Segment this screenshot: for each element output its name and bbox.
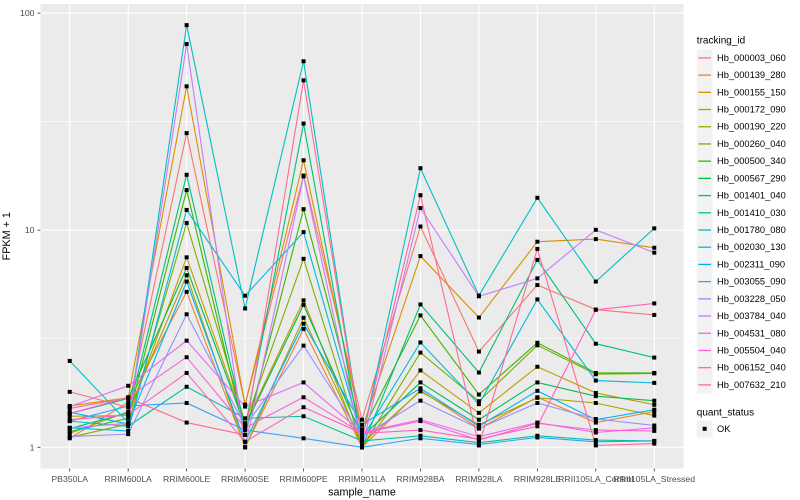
svg-text:tracking_id: tracking_id bbox=[697, 36, 745, 47]
svg-text:10: 10 bbox=[25, 225, 35, 235]
svg-text:PB350LA: PB350LA bbox=[51, 474, 88, 484]
svg-text:RRIM600LA: RRIM600LA bbox=[105, 474, 153, 484]
svg-text:Hb_007632_210: Hb_007632_210 bbox=[717, 380, 786, 390]
svg-text:100: 100 bbox=[20, 8, 35, 18]
svg-text:Hb_003784_040: Hb_003784_040 bbox=[717, 311, 786, 321]
svg-text:Hb_001780_080: Hb_001780_080 bbox=[717, 225, 786, 235]
svg-text:1: 1 bbox=[30, 442, 35, 452]
svg-text:Hb_000139_280: Hb_000139_280 bbox=[717, 70, 786, 80]
svg-text:RRIM600PE: RRIM600PE bbox=[279, 474, 327, 484]
svg-text:RRIM600SE: RRIM600SE bbox=[221, 474, 269, 484]
svg-text:Hb_003228_050: Hb_003228_050 bbox=[717, 294, 786, 304]
svg-text:RRIM928LE: RRIM928LE bbox=[514, 474, 562, 484]
svg-text:Hb_000260_040: Hb_000260_040 bbox=[717, 139, 786, 149]
svg-text:quant_status: quant_status bbox=[697, 408, 754, 419]
svg-text:Hb_002311_090: Hb_002311_090 bbox=[717, 259, 785, 269]
svg-text:RRIM928LA: RRIM928LA bbox=[455, 474, 503, 484]
svg-text:Hb_001410_030: Hb_001410_030 bbox=[717, 208, 786, 218]
svg-text:Hb_004531_080: Hb_004531_080 bbox=[717, 328, 786, 338]
svg-text:Hb_002030_130: Hb_002030_130 bbox=[717, 242, 786, 252]
svg-text:RRIM600LE: RRIM600LE bbox=[163, 474, 211, 484]
svg-text:Hb_005504_040: Hb_005504_040 bbox=[717, 345, 786, 355]
svg-text:Hb_000500_340: Hb_000500_340 bbox=[717, 156, 786, 166]
svg-text:Hb_000567_290: Hb_000567_290 bbox=[717, 173, 786, 183]
svg-text:sample_name: sample_name bbox=[328, 487, 396, 499]
svg-text:RRII105LA_Stressed: RRII105LA_Stressed bbox=[613, 474, 695, 484]
svg-text:RRIM901LA: RRIM901LA bbox=[338, 474, 386, 484]
svg-text:Hb_006152_040: Hb_006152_040 bbox=[717, 363, 786, 373]
svg-text:Hb_000172_090: Hb_000172_090 bbox=[717, 105, 786, 115]
svg-text:Hb_000190_220: Hb_000190_220 bbox=[717, 122, 786, 132]
svg-text:OK: OK bbox=[717, 424, 731, 434]
svg-text:Hb_003055_090: Hb_003055_090 bbox=[717, 277, 786, 287]
svg-text:RRIM928BA: RRIM928BA bbox=[396, 474, 444, 484]
svg-text:Hb_001401_040: Hb_001401_040 bbox=[717, 191, 786, 201]
svg-text:Hb_000003_060: Hb_000003_060 bbox=[717, 53, 786, 63]
svg-text:FPKM + 1: FPKM + 1 bbox=[1, 212, 13, 260]
svg-text:Hb_000155_150: Hb_000155_150 bbox=[717, 87, 786, 97]
